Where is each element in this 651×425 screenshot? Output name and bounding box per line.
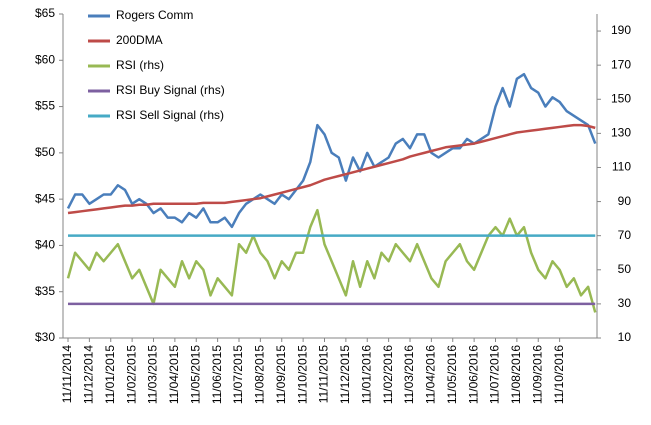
x-tick-label: 11/05/2015 [188, 345, 202, 404]
x-tick-label: 11/04/2015 [167, 345, 181, 404]
y2-tick-label: 30 [618, 296, 632, 310]
x-tick-label: 11/10/2015 [295, 345, 309, 404]
x-tick-label: 11/01/2016 [359, 345, 373, 404]
y2-tick-label: 110 [612, 160, 631, 174]
x-tick-label: 11/07/2016 [488, 345, 502, 404]
y2-tick-label: 130 [611, 126, 631, 140]
x-tick-label: 11/02/2015 [124, 345, 138, 404]
series-line [67, 123, 596, 215]
x-tick-label: 11/06/2015 [210, 345, 224, 404]
series-line [66, 208, 597, 313]
x-tick-label: 11/03/2015 [146, 345, 160, 404]
x-tick-label: 11/11/2015 [317, 345, 331, 404]
y-tick-label: $55 [35, 99, 55, 113]
y-tick-label: $65 [35, 6, 55, 20]
legend-label: Rogers Comm [116, 8, 193, 22]
x-tick-label: 11/08/2015 [253, 345, 267, 404]
y2-tick-label: 50 [618, 262, 632, 276]
x-tick-label: 11/04/2016 [424, 345, 438, 404]
y2-tick-label: 190 [611, 23, 631, 37]
x-tick-label: 11/02/2016 [381, 345, 395, 404]
x-tick-label: 11/06/2016 [466, 345, 480, 404]
x-tick-label: 11/07/2015 [231, 345, 245, 404]
y2-tick-label: 170 [611, 57, 631, 71]
y-tick-label: $30 [35, 330, 55, 344]
series-line [66, 72, 597, 229]
legend-label: RSI (rhs) [116, 58, 164, 72]
y2-tick-label: 10 [618, 330, 632, 344]
x-tick-label: 11/11/2014 [60, 345, 74, 404]
x-tick-label: 11/03/2016 [402, 345, 416, 404]
x-tick-label: 11/05/2016 [445, 345, 459, 404]
y2-tick-label: 70 [618, 228, 632, 242]
x-tick-label: 11/01/2015 [103, 345, 117, 404]
y2-tick-label: 90 [618, 194, 632, 208]
x-tick-label: 11/09/2015 [274, 345, 288, 404]
legend-label: RSI Sell Signal (rhs) [116, 108, 224, 122]
x-tick-label: 11/09/2016 [530, 345, 544, 404]
y-tick-label: $50 [35, 145, 55, 159]
x-tick-label: 11/12/2014 [82, 345, 96, 404]
legend-label: RSI Buy Signal (rhs) [116, 83, 225, 97]
y-tick-label: $40 [35, 238, 55, 252]
y-tick-label: $60 [35, 52, 55, 66]
y-tick-label: $45 [35, 191, 55, 205]
y2-tick-label: 150 [611, 91, 631, 105]
x-tick-label: 11/10/2016 [552, 345, 566, 404]
x-tick-label: 11/08/2016 [509, 345, 523, 404]
y-tick-label: $35 [35, 284, 55, 298]
legend-label: 200DMA [116, 33, 163, 47]
x-tick-label: 11/12/2015 [338, 345, 352, 404]
